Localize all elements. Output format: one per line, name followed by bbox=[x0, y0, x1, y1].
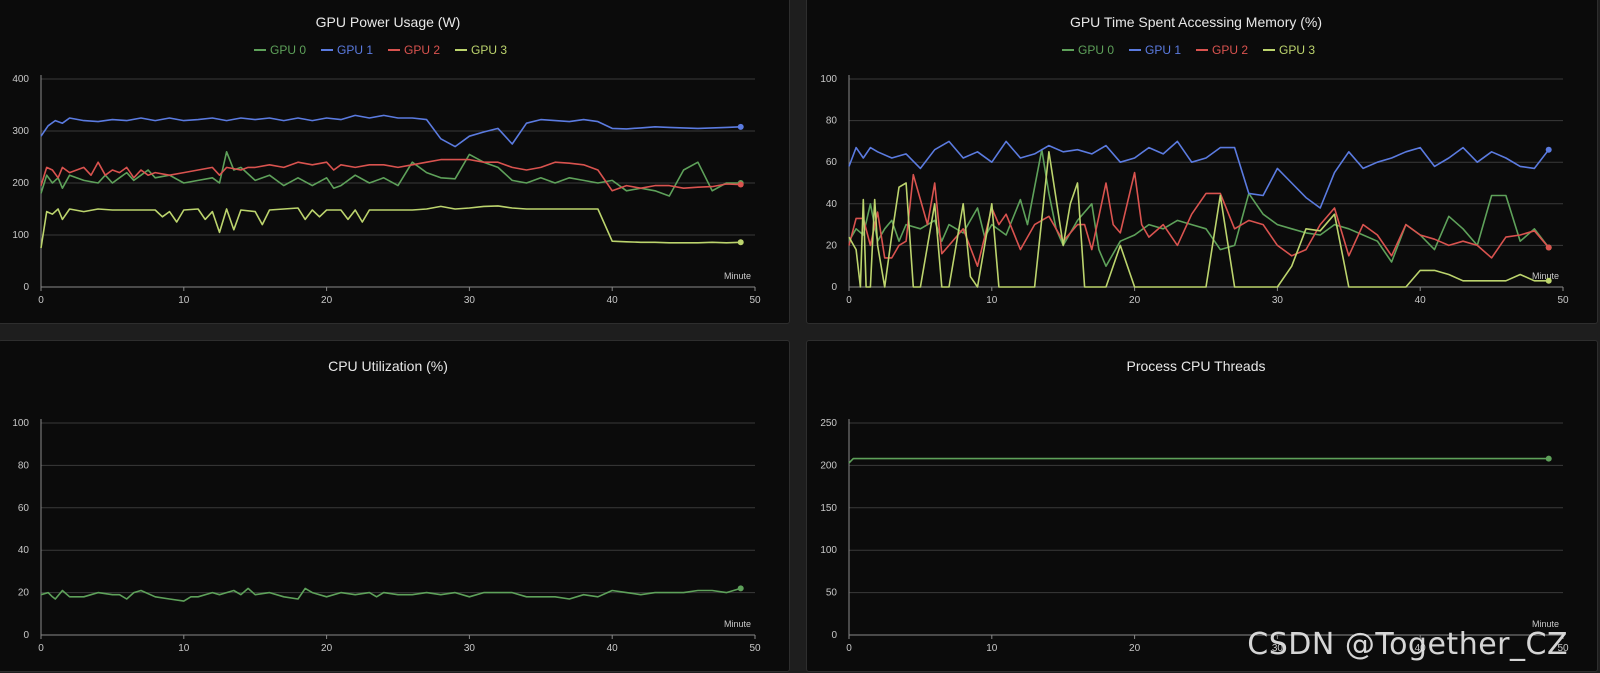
chart-gpu-mem: GPU Time Spent Accessing Memory (%) GPU 0… bbox=[820, 14, 1569, 306]
x-axis-label: Minute bbox=[724, 619, 751, 629]
chart-panel-gpu-power: GPU Power Usage (W) GPU 0 GPU 1 GPU 2 GPU 3 0… bbox=[0, 0, 790, 324]
x-tick-label: 30 bbox=[464, 643, 476, 654]
series-end-point bbox=[1545, 455, 1552, 462]
series-end-point bbox=[737, 585, 744, 592]
chart-title: Process CPU Threads bbox=[1126, 358, 1265, 374]
series-end-point bbox=[1545, 277, 1552, 284]
legend-entry: GPU 3 bbox=[1279, 43, 1315, 57]
x-tick-label: 10 bbox=[178, 643, 190, 654]
series-line-1 bbox=[40, 114, 741, 148]
chart-title: GPU Power Usage (W) bbox=[316, 14, 461, 30]
y-tick-label: 0 bbox=[831, 630, 837, 641]
series-end-point bbox=[737, 123, 744, 130]
y-tick-label: 400 bbox=[12, 74, 29, 85]
series-end-point bbox=[1545, 146, 1552, 153]
chart-cpu-util: CPU Utilization (%) 0 20 40 60 80 100 0 10 20 30 40… bbox=[12, 358, 761, 654]
x-tick-label: 40 bbox=[607, 295, 619, 306]
series-line-2 bbox=[848, 171, 1550, 267]
x-tick-label: 50 bbox=[1557, 295, 1569, 306]
x-tick-label: 0 bbox=[846, 295, 852, 306]
x-tick-label: 20 bbox=[1129, 643, 1141, 654]
y-tick-label: 50 bbox=[826, 588, 838, 599]
x-tick-label: 30 bbox=[1272, 643, 1284, 654]
y-tick-label: 20 bbox=[18, 588, 30, 599]
y-tick-label: 40 bbox=[826, 199, 838, 210]
legend-entry: GPU 0 bbox=[270, 43, 306, 57]
x-tick-label: 50 bbox=[749, 295, 761, 306]
y-tick-label: 100 bbox=[12, 230, 29, 241]
x-tick-label: 10 bbox=[986, 643, 998, 654]
legend-entry: GPU 2 bbox=[1212, 43, 1248, 57]
x-tick-label: 30 bbox=[1272, 295, 1284, 306]
y-tick-label: 20 bbox=[826, 240, 838, 251]
chart-title: GPU Time Spent Accessing Memory (%) bbox=[1070, 14, 1322, 30]
chart-gpu-power: GPU Power Usage (W) GPU 0 GPU 1 GPU 2 GPU 3 0… bbox=[12, 14, 761, 306]
y-tick-label: 300 bbox=[12, 126, 29, 137]
legend-entry: GPU 1 bbox=[1145, 43, 1181, 57]
series-end-point bbox=[1545, 244, 1552, 251]
legend-entry: GPU 2 bbox=[404, 43, 440, 57]
chart-cpu-threads: Process CPU Threads 0 50 100 150 200 250 0 10 20 3… bbox=[820, 358, 1569, 654]
series-line-3 bbox=[848, 151, 1549, 288]
y-tick-label: 100 bbox=[820, 545, 837, 556]
y-tick-label: 40 bbox=[18, 545, 30, 556]
series-line-0 bbox=[40, 587, 741, 602]
x-tick-label: 10 bbox=[178, 295, 190, 306]
y-tick-label: 0 bbox=[23, 282, 29, 293]
y-tick-label: 100 bbox=[12, 418, 29, 429]
series-end-point bbox=[737, 239, 744, 246]
legend-entry: GPU 0 bbox=[1078, 43, 1114, 57]
x-tick-label: 0 bbox=[38, 643, 44, 654]
x-tick-label: 40 bbox=[607, 643, 619, 654]
x-tick-label: 50 bbox=[1557, 643, 1569, 654]
series-end-point bbox=[737, 181, 744, 188]
series-line-0 bbox=[848, 457, 1549, 464]
chart-panel-cpu-threads: Process CPU Threads 0 50 100 150 200 250 0 10 20 3… bbox=[806, 340, 1598, 672]
x-tick-label: 30 bbox=[464, 295, 476, 306]
y-tick-label: 150 bbox=[820, 503, 837, 514]
y-tick-label: 200 bbox=[820, 460, 837, 471]
series-line-2 bbox=[40, 158, 741, 192]
x-tick-label: 20 bbox=[321, 295, 333, 306]
y-tick-label: 80 bbox=[18, 460, 30, 471]
y-tick-label: 60 bbox=[826, 157, 838, 168]
y-tick-label: 100 bbox=[820, 74, 837, 85]
x-axis-label: Minute bbox=[1532, 619, 1559, 629]
y-tick-label: 250 bbox=[820, 418, 837, 429]
series-line-0 bbox=[848, 148, 1550, 267]
chart-panel-gpu-mem: GPU Time Spent Accessing Memory (%) GPU 0… bbox=[806, 0, 1598, 324]
x-tick-label: 50 bbox=[749, 643, 761, 654]
series-line-0 bbox=[40, 151, 741, 197]
y-tick-label: 80 bbox=[826, 116, 838, 127]
x-tick-label: 10 bbox=[986, 295, 998, 306]
x-tick-label: 0 bbox=[846, 643, 852, 654]
x-axis-label: Minute bbox=[1532, 271, 1559, 281]
series-line-1 bbox=[848, 140, 1550, 209]
series-line-3 bbox=[40, 205, 741, 249]
x-axis-label: Minute bbox=[724, 271, 751, 281]
y-tick-label: 0 bbox=[23, 630, 29, 641]
chart-panel-cpu-util: CPU Utilization (%) 0 20 40 60 80 100 0 10 20 30 40… bbox=[0, 340, 790, 672]
legend-entry: GPU 1 bbox=[337, 43, 373, 57]
x-tick-label: 40 bbox=[1415, 643, 1427, 654]
y-tick-label: 200 bbox=[12, 178, 29, 189]
y-tick-label: 0 bbox=[831, 282, 837, 293]
chart-title: CPU Utilization (%) bbox=[328, 358, 448, 374]
legend-entry: GPU 3 bbox=[471, 43, 507, 57]
x-tick-label: 20 bbox=[321, 643, 333, 654]
x-tick-label: 20 bbox=[1129, 295, 1141, 306]
x-tick-label: 0 bbox=[38, 295, 44, 306]
x-tick-label: 40 bbox=[1415, 295, 1427, 306]
y-tick-label: 60 bbox=[18, 503, 30, 514]
